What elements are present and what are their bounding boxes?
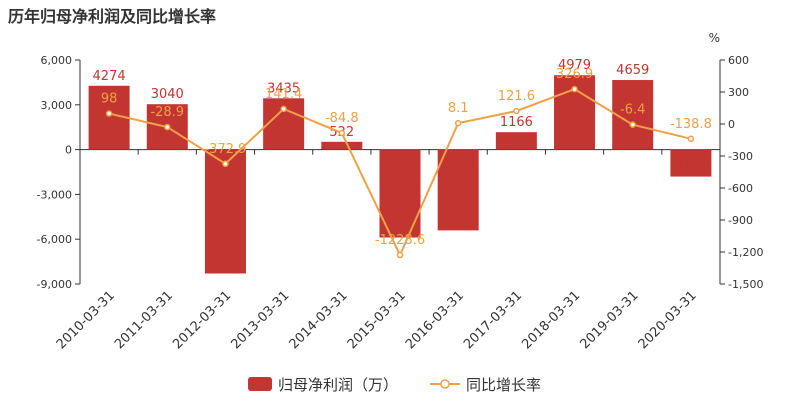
bar-data-label: 4274 [93, 69, 126, 84]
left-tick-label: 6,000 [41, 54, 73, 67]
line-point [105, 110, 113, 117]
line-data-label: -1228.6 [375, 233, 425, 248]
bar-data-label: 1166 [500, 115, 533, 130]
bar [204, 149, 246, 274]
line-data-label: -138.8 [670, 117, 712, 132]
line-data-label: -28.9 [150, 105, 184, 120]
right-tick-label: 600 [728, 54, 749, 67]
right-tick-label: 300 [728, 86, 749, 99]
bar [670, 149, 712, 177]
x-tick-label: 2019-03-31 [578, 288, 642, 352]
line-point [280, 105, 287, 113]
x-tick-label: 2010-03-31 [54, 288, 118, 352]
x-tick-label: 2018-03-31 [519, 288, 583, 352]
right-tick-label: -1,500 [728, 278, 763, 291]
x-tick-label: 2015-03-31 [345, 288, 409, 352]
left-tick-label: 3,000 [41, 99, 73, 112]
chart-title: 历年归母净利润及同比增长率 [8, 7, 217, 26]
right-tick-label: -600 [728, 182, 753, 195]
x-tick-label: 2014-03-31 [287, 288, 351, 352]
bar-data-label: -5410 [439, 157, 477, 172]
line-data-label: -6.4 [620, 103, 645, 118]
x-tick-label: 2012-03-31 [170, 288, 234, 352]
legend-line-label: 同比增长率 [466, 376, 541, 394]
line-point [222, 160, 229, 168]
right-tick-label: 0 [728, 118, 735, 131]
left-tick-label: -6,000 [37, 233, 72, 246]
line-data-label: -372.9 [204, 142, 246, 157]
bar-data-label: 3040 [151, 87, 184, 102]
line-point [687, 135, 695, 143]
line-data-label: 326.9 [556, 67, 593, 82]
line-point [164, 123, 171, 131]
left-tick-label: -9,000 [37, 278, 72, 291]
x-tick-label: 2016-03-31 [403, 288, 467, 352]
left-tick-label: 0 [65, 144, 72, 157]
line-point [629, 121, 636, 128]
bar [612, 80, 654, 150]
x-tick-label: 2013-03-31 [228, 288, 292, 352]
line-data-label: 8.1 [448, 101, 469, 116]
right-tick-label: -1,200 [728, 246, 763, 259]
line-data-label: 98 [101, 92, 118, 107]
line-point [571, 85, 578, 93]
bar [437, 149, 479, 231]
line-data-label: 121.6 [498, 89, 535, 104]
line-point [338, 129, 346, 137]
bar-data-label: -1806 [672, 157, 710, 172]
x-tick-label: 2020-03-31 [636, 288, 700, 352]
legend-bar-label: 归母净利润（万） [278, 376, 398, 394]
line-data-label: -84.8 [325, 111, 359, 126]
line-data-label: 141.4 [265, 87, 302, 102]
right-tick-label: -300 [728, 150, 753, 163]
bar-data-label: 4659 [616, 63, 649, 78]
right-axis-unit: % [709, 31, 720, 45]
bar [321, 141, 363, 150]
legend-line-marker [440, 379, 450, 389]
line-point [513, 107, 520, 115]
line-point [454, 119, 462, 127]
left-tick-label: -3,000 [37, 188, 72, 201]
x-tick-label: 2011-03-31 [112, 288, 176, 352]
right-tick-label: -900 [728, 214, 753, 227]
x-tick-label: 2017-03-31 [461, 288, 525, 352]
bar-data-label: -5886 [381, 157, 419, 172]
bar [495, 132, 537, 150]
bar-data-label: 3435 [267, 81, 300, 96]
line-point [396, 251, 404, 259]
bar-data-label: 4979 [558, 58, 591, 73]
legend-bar-swatch [248, 377, 272, 391]
